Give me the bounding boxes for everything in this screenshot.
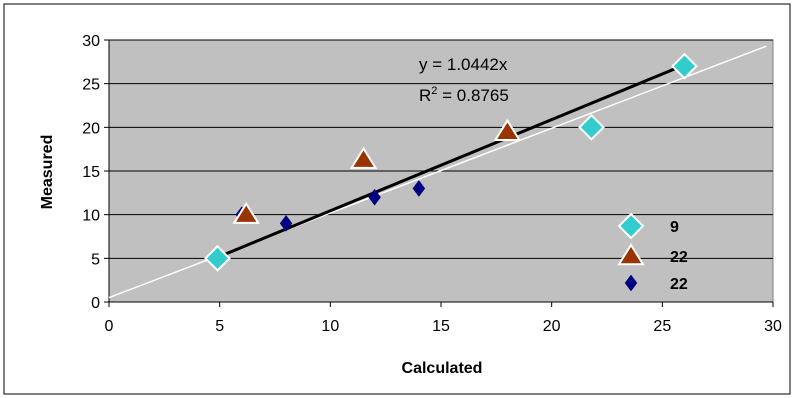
- legend-marker-2: [624, 274, 638, 292]
- legend: 9 22 22: [617, 212, 688, 293]
- x-axis-title: Calculated: [402, 360, 483, 377]
- y-tick-label-1: 5: [91, 251, 100, 268]
- series-2-point-2: [671, 52, 698, 80]
- y-tick-label-3: 15: [82, 164, 100, 181]
- legend-label-1: 22: [670, 249, 688, 266]
- legend-marker-1: [617, 243, 645, 266]
- x-tick-label-0: 0: [105, 318, 114, 335]
- r-squared-superscript: 2: [431, 85, 437, 97]
- series-0-point-2: [368, 188, 381, 206]
- x-tick-label-6: 30: [764, 318, 782, 335]
- tick-labels: 0 5 10 15 20 25 30 0 5 10 15 20 25 30: [82, 33, 782, 335]
- y-tick-label-4: 20: [82, 120, 100, 137]
- series-1-point-1: [349, 146, 378, 169]
- legend-marker-0: [617, 212, 645, 240]
- series-2-point-0: [204, 244, 231, 272]
- y-tick-label-0: 0: [91, 295, 100, 312]
- y-tick-label-5: 25: [82, 77, 100, 94]
- r-squared-prefix: R: [419, 86, 431, 105]
- series-1-point-2: [493, 118, 522, 141]
- legend-label-2: 22: [670, 276, 688, 293]
- series-0-point-1: [279, 214, 293, 232]
- y-tick-label-6: 30: [82, 33, 100, 50]
- r-squared-label: R2 = 0.8765: [419, 85, 509, 105]
- x-tick-label-1: 5: [215, 318, 224, 335]
- series-0-point-3: [412, 180, 426, 197]
- x-tick-label-2: 10: [321, 318, 339, 335]
- x-tick-label-3: 15: [432, 318, 450, 335]
- x-tick-label-4: 20: [543, 318, 561, 335]
- axes: [104, 39, 774, 307]
- y-tick-label-2: 10: [82, 208, 100, 225]
- equation-label: y = 1.0442x: [419, 55, 508, 74]
- legend-label-0: 9: [670, 219, 679, 236]
- series-1-point-0: [232, 201, 261, 224]
- series-2-point-1: [578, 113, 605, 141]
- r-squared-value: = 0.8765: [437, 86, 508, 105]
- data-points: [204, 52, 698, 272]
- trendline: [219, 63, 686, 258]
- y-axis-title: Measured: [39, 135, 56, 210]
- x-tick-label-5: 25: [653, 318, 671, 335]
